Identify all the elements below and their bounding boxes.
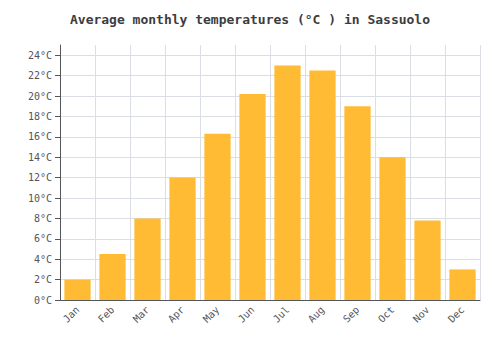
- svg-text:Jun: Jun: [236, 304, 257, 325]
- svg-text:20°C: 20°C: [28, 91, 52, 102]
- svg-text:Sep: Sep: [341, 304, 362, 325]
- svg-text:2°C: 2°C: [34, 274, 52, 285]
- svg-text:Oct: Oct: [376, 304, 397, 325]
- svg-text:10°C: 10°C: [28, 193, 52, 204]
- svg-text:6°C: 6°C: [34, 233, 52, 244]
- svg-text:0°C: 0°C: [34, 295, 52, 306]
- svg-text:Mar: Mar: [131, 304, 152, 325]
- svg-text:8°C: 8°C: [34, 213, 52, 224]
- svg-text:Average monthly temperatures (: Average monthly temperatures (°C ) in Sa…: [70, 12, 430, 27]
- svg-text:Apr: Apr: [166, 304, 187, 325]
- svg-text:24°C: 24°C: [28, 50, 52, 61]
- svg-text:4°C: 4°C: [34, 254, 52, 265]
- svg-text:Aug: Aug: [306, 304, 327, 325]
- svg-text:22°C: 22°C: [28, 70, 52, 81]
- svg-text:12°C: 12°C: [28, 172, 52, 183]
- svg-text:14°C: 14°C: [28, 152, 52, 163]
- svg-text:16°C: 16°C: [28, 131, 52, 142]
- svg-text:Nov: Nov: [411, 304, 432, 325]
- svg-text:May: May: [201, 304, 222, 325]
- svg-text:Jul: Jul: [271, 304, 292, 325]
- svg-text:Feb: Feb: [96, 304, 117, 325]
- svg-text:Jan: Jan: [61, 304, 82, 325]
- svg-text:Dec: Dec: [446, 304, 467, 325]
- svg-text:18°C: 18°C: [28, 111, 52, 122]
